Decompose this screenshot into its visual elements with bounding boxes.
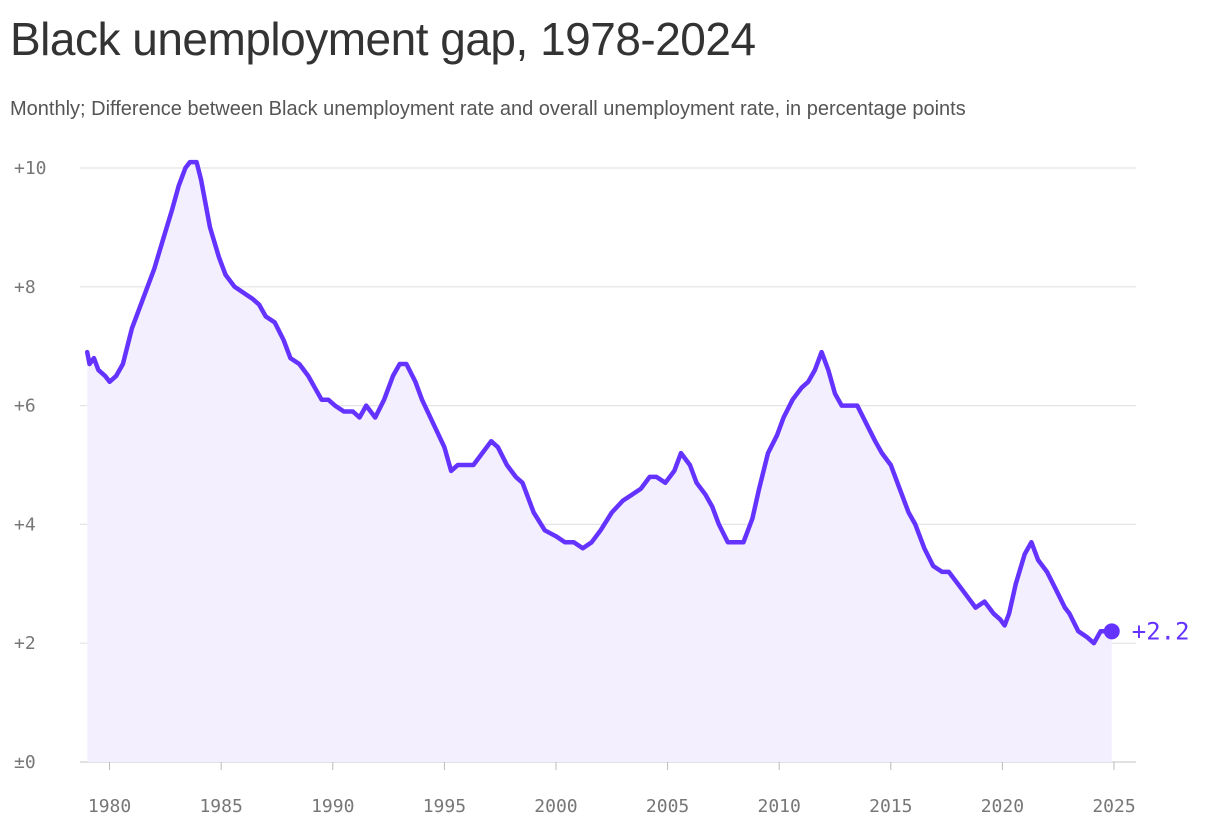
x-tick-label: 2005 [646,796,689,817]
latest-value-label: +2.2 [1132,617,1190,645]
chart-subtitle: Monthly; Difference between Black unempl… [10,98,966,120]
y-tick-label: +10 [14,158,47,179]
y-tick-label: +4 [14,514,36,535]
x-tick-label: 2025 [1092,796,1135,817]
y-tick-label: ±0 [14,752,36,773]
latest-value-point [1103,623,1120,640]
x-tick-label: 2015 [869,796,912,817]
x-tick-label: 2010 [758,796,801,817]
chart-title: Black unemployment gap, 1978-2024 [10,13,756,65]
y-tick-label: +2 [14,633,36,654]
y-axis-ticks: ±0 +2 +4 +6 +8 +10 [14,158,47,773]
x-tick-label: 2000 [534,796,577,817]
x-tick-label: 1995 [423,796,466,817]
gap-area-fill [87,162,1112,763]
x-tick-label: 1985 [199,796,242,817]
x-tick-label: 2020 [981,796,1024,817]
x-tick-label: 1980 [88,796,131,817]
y-tick-label: +6 [14,396,36,417]
gap-series-line [84,159,1115,646]
y-tick-label: +8 [14,277,36,298]
x-tick-label: 1990 [311,796,354,817]
x-axis-ticks: 1980 1985 1990 1995 2000 2005 2010 2015 2020 2025 [88,762,1136,817]
